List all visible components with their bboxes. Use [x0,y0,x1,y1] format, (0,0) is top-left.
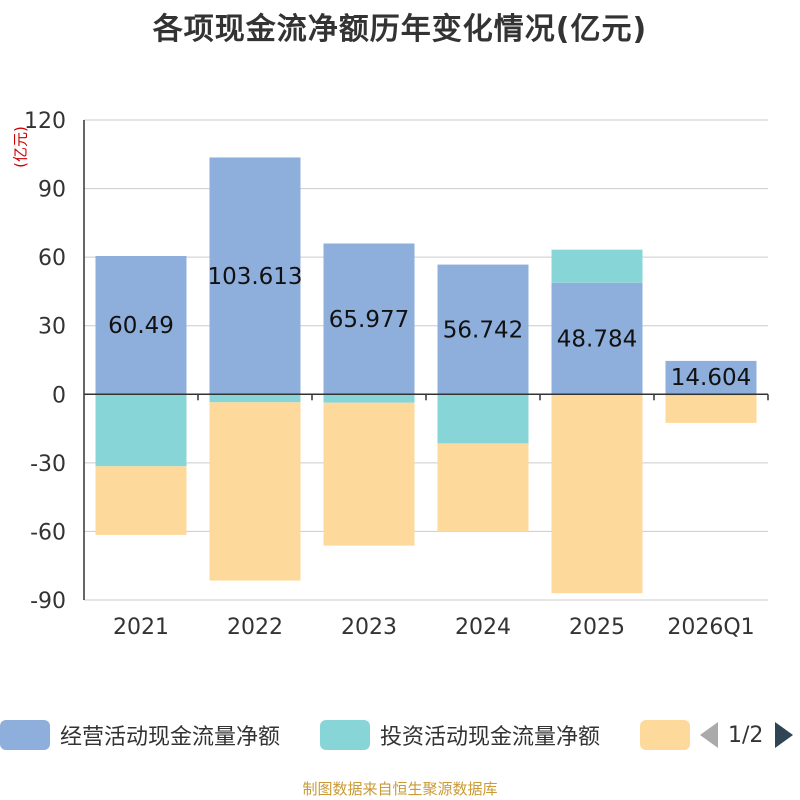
y-tick-label: -60 [30,520,66,545]
x-tick-label: 2022 [227,615,283,640]
y-tick-label: -30 [30,452,66,477]
y-tick-label: 30 [38,315,66,340]
bar-2-2021 [95,394,187,467]
bar-1-2022 [209,157,301,395]
legend-next-page-icon[interactable] [775,722,794,748]
data-label-2026Q1: 14.604 [671,365,751,391]
y-tick-label: 120 [24,109,66,134]
x-tick-label: 2025 [569,615,625,640]
source-footer: 制图数据来自恒生聚源数据库 [302,780,498,798]
bar-3-2026Q1 [665,395,757,423]
bar-2-2023 [323,394,415,403]
bar-1-2024 [437,264,529,395]
legend-swatch-financing [640,720,690,750]
legend-label-investing: 投资活动现金流量净额 [380,725,601,750]
legend-item-operating[interactable]: 经营活动现金流量净额 [0,716,280,754]
legend-label-operating: 经营活动现金流量净额 [60,725,281,750]
legend-prev-page-icon[interactable] [700,722,718,748]
bar-1-2023 [323,243,415,395]
data-label-2025: 48.784 [557,327,637,353]
data-label-2024: 56.742 [443,317,523,343]
y-tick-label: 90 [38,178,66,203]
bar-2-2025 [551,249,643,283]
axes: 120 90 60 30 0 -30 -60 -90 2021 2022 2023 2024 2025 2… [24,109,769,640]
bar-2-2024 [437,394,529,444]
chart-plot-area: 120 90 60 30 0 -30 -60 -90 2021 2022 2023 2024 2025 2… [24,109,769,640]
legend-pager: 1/2 [700,716,794,754]
bar-1-2025 [551,282,643,395]
data-labels: 60.49 103.613 65.977 56.742 48.784 14.604 [108,264,751,391]
chart-title: 各项现金流净额历年变化情况(亿元) [152,12,648,47]
x-tick-label: 2026Q1 [667,615,754,640]
x-tick-label: 2024 [455,615,511,640]
legend: 经营活动现金流量净额 投资活动现金流量净额 1/2 [0,716,800,754]
bar-3-2023 [323,402,415,546]
bar-2-2022 [209,394,301,403]
legend-item-investing[interactable]: 投资活动现金流量净额 [320,716,600,754]
bar-1-2021 [95,256,187,395]
bar-3-2021 [95,466,187,535]
y-tick-label: -90 [30,589,66,614]
data-label-2021: 60.49 [108,313,174,339]
legend-swatch-operating [0,720,50,750]
bars [95,157,757,594]
x-tick-label: 2023 [341,615,397,640]
bar-3-2022 [209,402,301,581]
x-tick-label: 2021 [113,615,169,640]
y-tick-label: 60 [38,246,66,271]
bar-1-2026Q1 [665,360,757,395]
bar-3-2024 [437,443,529,532]
grid-lines [84,119,768,601]
data-label-2022: 103.613 [207,264,302,290]
legend-swatch-investing [320,720,370,750]
data-label-2023: 65.977 [329,307,409,333]
y-tick-label: 0 [52,383,66,408]
bar-3-2025 [551,394,643,594]
legend-item-financing[interactable] [640,716,700,754]
legend-page-indicator: 1/2 [728,722,764,748]
